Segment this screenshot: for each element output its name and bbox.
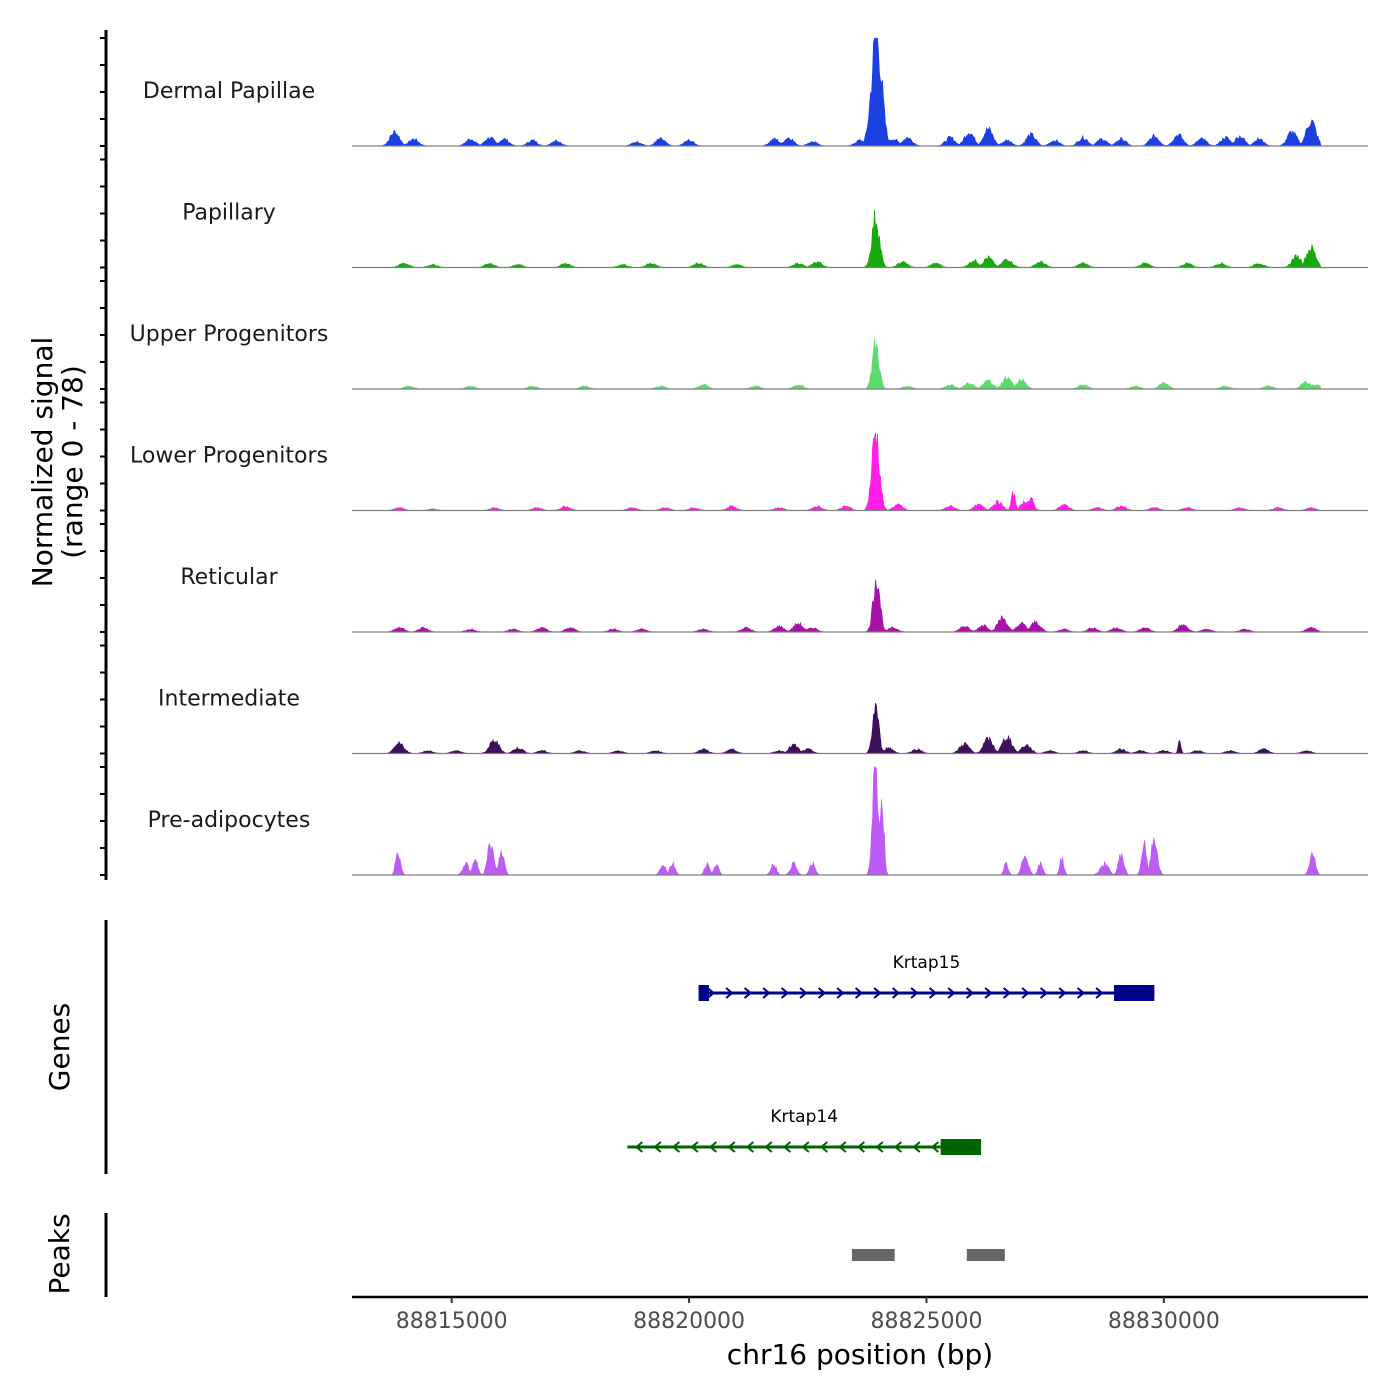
strand-arrow [1058, 987, 1067, 999]
strand-arrow [708, 1141, 718, 1153]
track-label: Lower Progenitors [130, 444, 328, 469]
strand-arrow [780, 987, 790, 999]
strand-arrow [912, 1141, 921, 1153]
axes: Normalized signal (range 0 - 78) Genes P… [26, 30, 1368, 1371]
strand-arrow [928, 987, 938, 999]
x-tick-label: 88825000 [870, 1309, 982, 1334]
strand-arrow [910, 987, 919, 999]
track-label: Pre-adipocytes [148, 808, 311, 833]
strand-arrow [817, 987, 827, 999]
strand-arrow [671, 1141, 681, 1153]
strand-arrow [873, 987, 882, 999]
strand-arrow [725, 987, 734, 999]
strand-arrow [854, 987, 864, 999]
strand-arrow [634, 1141, 644, 1153]
strand-arrow [801, 1141, 810, 1153]
strand-arrow [893, 1141, 903, 1153]
signal-area-pre-adipocytes [352, 766, 1368, 876]
strand-arrow [1039, 987, 1049, 999]
strand-arrow [762, 987, 771, 999]
genes-panel-title: Genes [43, 1003, 76, 1091]
strand-arrow [856, 1141, 866, 1153]
signal-tracks: Dermal Papillae Papillary Upper Progenitor… [130, 37, 1368, 876]
strand-arrow [984, 987, 993, 999]
strand-arrow [782, 1141, 792, 1153]
gene-label: Krtap15 [893, 953, 961, 973]
strand-arrow [838, 1141, 847, 1153]
strand-arrow [1002, 987, 1012, 999]
strand-arrow [891, 987, 901, 999]
strand-arrow [764, 1141, 773, 1153]
strand-arrow [799, 987, 808, 999]
strand-arrow [653, 1141, 662, 1153]
y-axis-range-label: (range 0 - 78) [56, 365, 89, 559]
strand-arrow [690, 1141, 699, 1153]
strand-arrow [1076, 987, 1086, 999]
x-tick-label: 88820000 [633, 1309, 745, 1334]
exon [940, 1139, 982, 1155]
track-label: Intermediate [158, 687, 300, 712]
strand-arrow [745, 1141, 755, 1153]
x-tick-label: 88830000 [1108, 1309, 1220, 1334]
peak-region [966, 1249, 1005, 1261]
strand-arrow [947, 987, 956, 999]
signal-area-papillary [352, 209, 1368, 268]
strand-arrow [836, 987, 845, 999]
signal-area-intermediate [352, 702, 1368, 754]
strand-arrow [819, 1141, 829, 1153]
signal-area-upper-progenitors [352, 338, 1368, 390]
peak-region [851, 1249, 895, 1261]
strand-arrow [930, 1141, 940, 1153]
exon [1114, 985, 1155, 1001]
exon [698, 985, 710, 1001]
y-axis-label: Normalized signal [26, 337, 59, 588]
signal-area-reticular [352, 579, 1368, 633]
strand-arrow [1021, 987, 1030, 999]
x-tick-label: 88815000 [396, 1309, 508, 1334]
track-label: Reticular [180, 565, 278, 590]
strand-arrow [706, 987, 716, 999]
strand-arrow [965, 987, 975, 999]
signal-area-lower-progenitors [352, 432, 1368, 511]
strand-arrow [743, 987, 753, 999]
track-label: Dermal Papillae [143, 79, 315, 104]
track-label: Upper Progenitors [130, 322, 329, 347]
strand-arrow [1095, 987, 1104, 999]
genes-track: Krtap15 Krtap14 [104, 920, 1155, 1174]
peaks-track [104, 1213, 1005, 1297]
strand-arrow [875, 1141, 884, 1153]
peaks-panel-title: Peaks [43, 1213, 76, 1294]
strand-arrow [727, 1141, 736, 1153]
x-axis-label: chr16 position (bp) [727, 1338, 993, 1371]
signal-area-dermal-papillae [352, 37, 1368, 147]
gene-label: Krtap14 [770, 1107, 838, 1127]
track-label: Papillary [182, 201, 276, 226]
